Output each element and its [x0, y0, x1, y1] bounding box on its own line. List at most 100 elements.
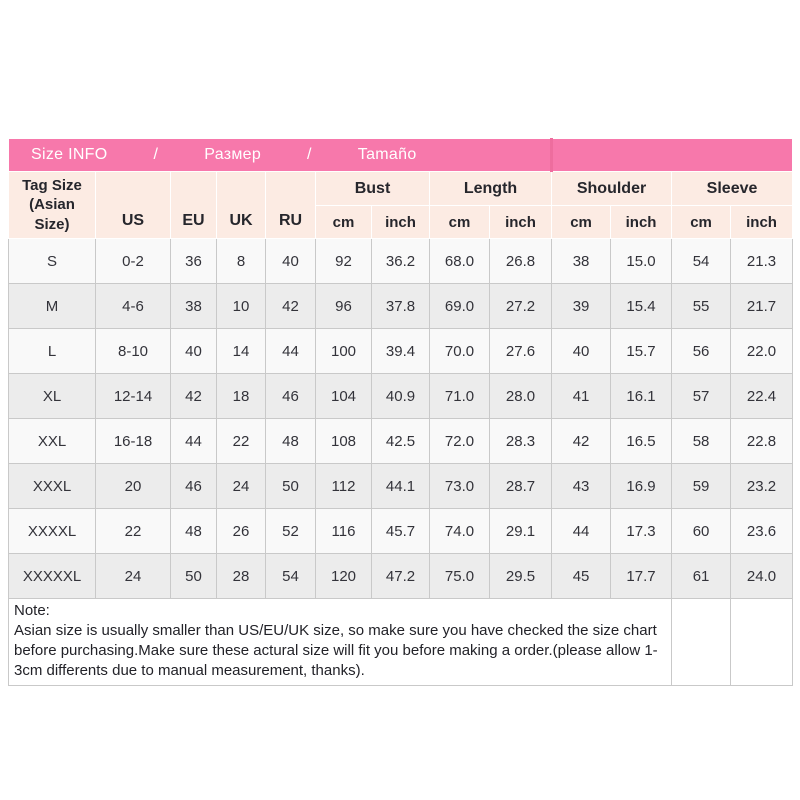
value-cell: 120: [315, 553, 372, 599]
value-cell: 10: [216, 283, 266, 329]
unit-header-shoulder-inch: inch: [610, 205, 673, 239]
value-cell: 28: [216, 553, 266, 599]
value-cell: 46: [265, 373, 316, 419]
value-cell: 28.0: [488, 373, 553, 419]
value-cell: 16.1: [610, 373, 673, 419]
value-cell: 22: [216, 418, 266, 464]
note-row: Note: Asian size is usually smaller than…: [7, 598, 794, 686]
value-cell: 24: [95, 553, 171, 599]
group-header-length: Length: [428, 171, 553, 206]
empty-cell-sleeve-inch: [730, 598, 794, 686]
banner-separator: /: [153, 146, 159, 163]
unit-header-bust-cm: cm: [315, 205, 372, 239]
value-cell: 54: [671, 238, 732, 284]
table-row: M 4-6 38 10 42 96 37.8 69.0 27.2 39 15.4 55 21.7: [8, 283, 794, 329]
unit-header-sleeve-cm: cm: [671, 205, 732, 239]
value-cell: 47.2: [371, 553, 430, 599]
value-cell: 22.0: [730, 328, 794, 374]
note-cell: Note: Asian size is usually smaller than…: [7, 598, 673, 686]
value-cell: 0-2: [95, 238, 171, 284]
value-cell: 61: [671, 553, 732, 599]
value-cell: 70.0: [429, 328, 490, 374]
value-cell: 23.2: [730, 463, 794, 509]
value-cell: 16.5: [610, 418, 673, 464]
value-cell: 40: [170, 328, 217, 374]
value-cell: 56: [671, 328, 732, 374]
value-cell: 38: [551, 238, 612, 284]
banner-row: Size INFO / Размер / Tamaño: [7, 138, 794, 172]
value-cell: 26.8: [488, 238, 553, 284]
value-cell: 44: [265, 328, 316, 374]
tag-size-cell: XXXL: [8, 463, 96, 509]
value-cell: 42: [551, 418, 612, 464]
value-cell: 100: [315, 328, 372, 374]
value-cell: 37.8: [371, 283, 430, 329]
value-cell: 22: [95, 508, 171, 554]
table-row: XL 12-14 42 18 46 104 40.9 71.0 28.0 41 16.1 57 22.4: [8, 373, 794, 419]
value-cell: 73.0: [429, 463, 490, 509]
value-cell: 69.0: [429, 283, 490, 329]
tag-size-cell: XXXXL: [8, 508, 96, 554]
value-cell: 46: [170, 463, 217, 509]
value-cell: 28.3: [488, 418, 553, 464]
table-row: L 8-10 40 14 44 100 39.4 70.0 27.6 40 15.7 56 22.0: [8, 328, 794, 374]
value-cell: 54: [265, 553, 316, 599]
value-cell: 24.0: [730, 553, 794, 599]
table-row: XXXXL 22 48 26 52 116 45.7 74.0 29.1 44 17.3 60 23.6: [8, 508, 794, 554]
value-cell: 8-10: [95, 328, 171, 374]
value-cell: 68.0: [429, 238, 490, 284]
unit-header-length-cm: cm: [429, 205, 490, 239]
value-cell: 59: [671, 463, 732, 509]
value-cell: 17.7: [610, 553, 673, 599]
value-cell: 116: [315, 508, 372, 554]
col-header-us: US: [95, 171, 171, 239]
group-header-shoulder: Shoulder: [551, 171, 673, 206]
tag-size-cell: XXL: [8, 418, 96, 464]
value-cell: 29.5: [488, 553, 553, 599]
banner-title-cell: Size INFO / Размер / Tamaño: [7, 138, 554, 172]
value-cell: 55: [671, 283, 732, 329]
value-cell: 50: [265, 463, 316, 509]
value-cell: 108: [315, 418, 372, 464]
group-header-sleeve: Sleeve: [671, 171, 794, 206]
tag-size-line2: (Asian Size): [29, 196, 75, 233]
tag-size-cell: M: [8, 283, 96, 329]
tag-size-line1: Tag Size: [22, 176, 82, 194]
value-cell: 42.5: [371, 418, 430, 464]
tag-size-header: Tag Size (Asian Size): [8, 171, 96, 239]
value-cell: 50: [170, 553, 217, 599]
value-cell: 36: [170, 238, 217, 284]
value-cell: 14: [216, 328, 266, 374]
tag-size-cell: XXXXXL: [8, 553, 96, 599]
value-cell: 21.7: [730, 283, 794, 329]
value-cell: 72.0: [429, 418, 490, 464]
banner-separator: /: [307, 146, 312, 163]
col-header-eu: EU: [170, 171, 217, 239]
value-cell: 42: [265, 283, 316, 329]
value-cell: 22.4: [730, 373, 794, 419]
value-cell: 43: [551, 463, 612, 509]
size-chart-table: Size INFO / Размер / Tamaño Tag Size (As…: [7, 138, 794, 686]
value-cell: 45: [551, 553, 612, 599]
value-cell: 45.7: [371, 508, 430, 554]
tag-size-cell: XL: [8, 373, 96, 419]
value-cell: 74.0: [429, 508, 490, 554]
unit-header-length-inch: inch: [488, 205, 553, 239]
value-cell: 12-14: [95, 373, 171, 419]
tag-size-cell: L: [8, 328, 96, 374]
group-header-bust: Bust: [315, 171, 430, 206]
value-cell: 15.0: [610, 238, 673, 284]
value-cell: 28.7: [488, 463, 553, 509]
value-cell: 40: [265, 238, 316, 284]
unit-header-row: cm inch cm inch cm inch cm inch: [9, 205, 794, 239]
value-cell: 8: [216, 238, 266, 284]
value-cell: 57: [671, 373, 732, 419]
value-cell: 21.3: [730, 238, 794, 284]
value-cell: 36.2: [371, 238, 430, 284]
value-cell: 112: [315, 463, 372, 509]
value-cell: 41: [551, 373, 612, 419]
banner-title-en: Size INFO: [31, 146, 108, 163]
value-cell: 39.4: [371, 328, 430, 374]
value-cell: 39: [551, 283, 612, 329]
